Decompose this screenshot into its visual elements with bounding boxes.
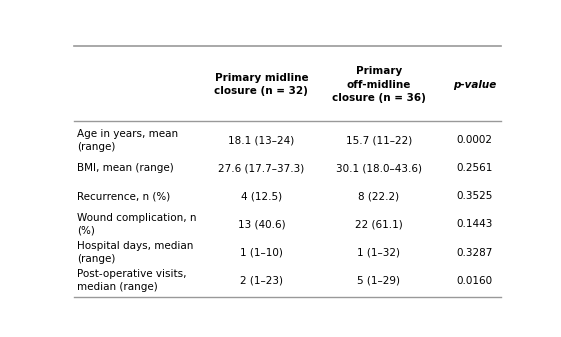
Text: 30.1 (18.0–43.6): 30.1 (18.0–43.6) <box>336 163 422 173</box>
Text: 8 (22.2): 8 (22.2) <box>358 191 399 201</box>
Text: 0.2561: 0.2561 <box>456 163 493 173</box>
Text: 15.7 (11–22): 15.7 (11–22) <box>346 135 412 145</box>
Text: Age in years, mean
(range): Age in years, mean (range) <box>77 129 178 152</box>
Text: 27.6 (17.7–37.3): 27.6 (17.7–37.3) <box>218 163 305 173</box>
Text: 0.0160: 0.0160 <box>457 276 493 286</box>
Text: Post-operative visits,
median (range): Post-operative visits, median (range) <box>77 269 186 292</box>
Text: 0.0002: 0.0002 <box>457 135 493 145</box>
Text: 1 (1–10): 1 (1–10) <box>240 248 283 257</box>
Text: 0.1443: 0.1443 <box>456 219 493 229</box>
Text: Primary
off-midline
closure (n = 36): Primary off-midline closure (n = 36) <box>332 66 426 103</box>
Text: 13 (40.6): 13 (40.6) <box>238 219 285 229</box>
Text: 5 (1–29): 5 (1–29) <box>357 276 401 286</box>
Text: 18.1 (13–24): 18.1 (13–24) <box>228 135 295 145</box>
Text: Hospital days, median
(range): Hospital days, median (range) <box>77 241 193 264</box>
Text: 4 (12.5): 4 (12.5) <box>241 191 282 201</box>
Text: Primary midline
closure (n = 32): Primary midline closure (n = 32) <box>214 73 309 96</box>
Text: 1 (1–32): 1 (1–32) <box>357 248 401 257</box>
Text: Recurrence, n (%): Recurrence, n (%) <box>77 191 170 201</box>
Text: 0.3287: 0.3287 <box>456 248 493 257</box>
Text: 2 (1–23): 2 (1–23) <box>240 276 283 286</box>
Text: p-value: p-value <box>453 80 496 90</box>
Text: 22 (61.1): 22 (61.1) <box>355 219 403 229</box>
Text: Wound complication, n
(%): Wound complication, n (%) <box>77 213 196 236</box>
Text: 0.3525: 0.3525 <box>456 191 493 201</box>
Text: BMI, mean (range): BMI, mean (range) <box>77 163 173 173</box>
